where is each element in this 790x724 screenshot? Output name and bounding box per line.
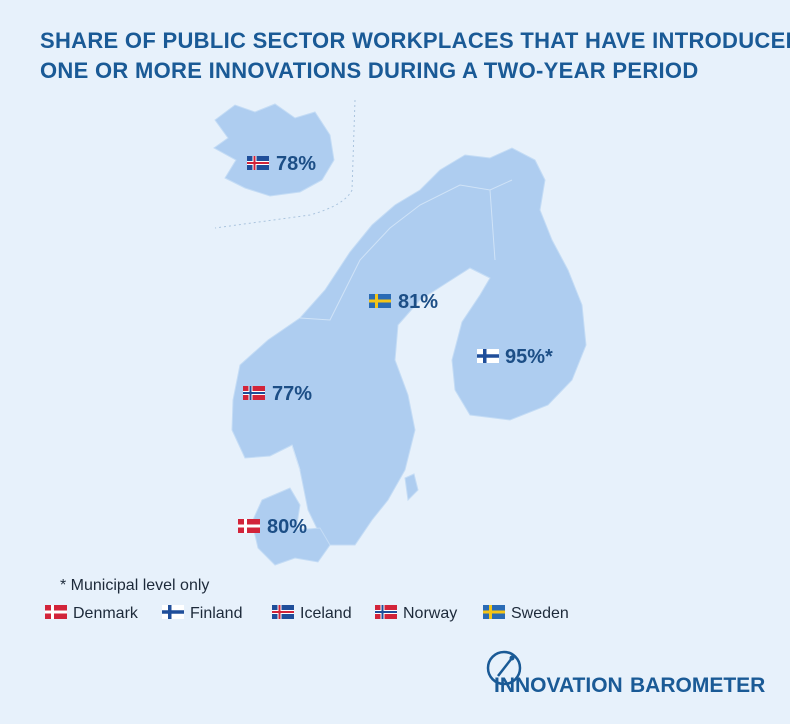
gotland [404,473,419,502]
flag-icon [247,156,269,170]
scandinavia [231,147,587,546]
legend-item: Norway [403,605,457,622]
logo-gauge [486,650,522,686]
borders [291,179,513,471]
map-label: 77% [272,383,312,405]
map-label: 95%* [505,346,553,368]
flag-icon [477,349,499,363]
inset-divider [214,99,356,229]
flag-icon [243,386,265,400]
map [213,99,587,566]
legend-item: Sweden [511,605,569,622]
logo-word: INNOVATION [494,674,623,697]
denmark [251,487,331,566]
logo-word: BAROMETER [630,674,765,697]
flag-icon [45,605,67,619]
flag-icon [238,519,260,533]
flag-icon [483,605,505,619]
logo-dot [509,655,515,661]
title-line: ONE OR MORE INNOVATIONS DURING A TWO-YEA… [40,58,699,83]
legend-item: Finland [190,605,242,622]
map-labels: 78% 81% 95%* 77% 80% [238,153,553,538]
flag-icon [272,605,294,619]
flag-icon [375,605,397,619]
iceland [213,103,335,197]
legend-item: Denmark [73,605,139,622]
flag-icon [369,294,391,308]
legend: Denmark Finland Iceland Norway Sweden [45,605,569,622]
logo: INNOVATION BAROMETER [486,650,765,697]
map-label: 78% [276,153,316,175]
map-label: 81% [398,291,438,313]
logo-needle [497,657,513,677]
flag-icon [162,605,184,619]
legend-item: Iceland [300,605,352,622]
footnote: * Municipal level only [60,577,209,594]
map-label: 80% [267,516,307,538]
title-line: SHARE OF PUBLIC SECTOR WORKPLACES THAT H… [40,28,790,53]
